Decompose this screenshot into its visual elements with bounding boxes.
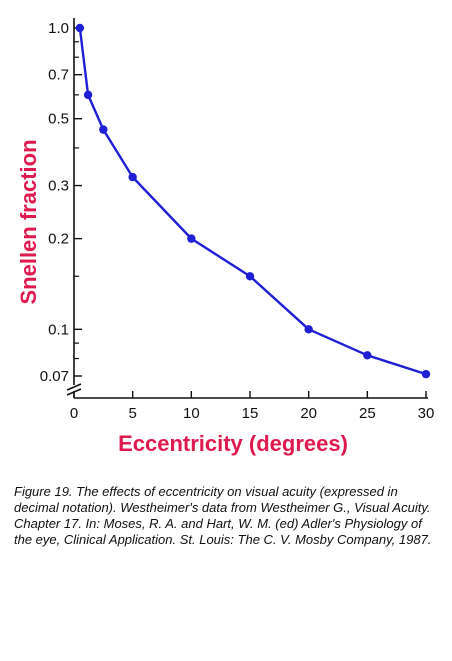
axis-break-mark bbox=[66, 383, 82, 391]
series-group bbox=[75, 23, 431, 379]
x-tick-label: 30 bbox=[418, 405, 435, 422]
x-tick-label: 10 bbox=[183, 405, 200, 422]
axis-break-gap bbox=[67, 385, 81, 392]
y-axis-ticks: 1.0 0.7 0.5 0.3 0.2 0.1 0.07 bbox=[40, 20, 82, 385]
y-tick-label: 0.7 bbox=[48, 67, 69, 84]
axes bbox=[66, 18, 428, 399]
data-point bbox=[421, 369, 431, 379]
x-tick-label: 5 bbox=[128, 405, 136, 422]
x-tick-label: 0 bbox=[70, 405, 78, 422]
x-tick-label: 15 bbox=[242, 405, 259, 422]
series-line bbox=[78, 27, 427, 376]
data-point bbox=[187, 234, 196, 243]
y-tick-label: 0.2 bbox=[48, 231, 69, 248]
figure-caption: Figure 19. The effects of eccentricity o… bbox=[14, 484, 432, 547]
x-tick-label: 20 bbox=[300, 405, 317, 422]
x-tick-label: 25 bbox=[359, 405, 376, 422]
y-axis-label: Snellen fraction bbox=[16, 139, 41, 304]
y-tick-label: 0.5 bbox=[48, 111, 69, 128]
x-axis-ticks: 0 5 10 15 20 25 30 bbox=[70, 391, 435, 422]
x-axis-label: Eccentricity (degrees) bbox=[118, 431, 348, 456]
data-point bbox=[99, 125, 108, 134]
data-point bbox=[304, 325, 313, 334]
data-point bbox=[75, 23, 85, 33]
y-tick-label: 0.07 bbox=[40, 368, 69, 385]
data-point bbox=[83, 90, 93, 100]
y-tick-label: 0.3 bbox=[48, 178, 69, 195]
y-tick-label: 1.0 bbox=[48, 20, 69, 37]
data-point bbox=[245, 272, 255, 281]
data-point bbox=[363, 351, 372, 360]
line-chart: 1.0 0.7 0.5 0.3 0.2 0.1 0.07 0 5 10 15 20 25 30 Snel… bbox=[16, 18, 435, 456]
y-tick-label: 0.1 bbox=[48, 321, 69, 338]
data-point bbox=[128, 172, 137, 182]
